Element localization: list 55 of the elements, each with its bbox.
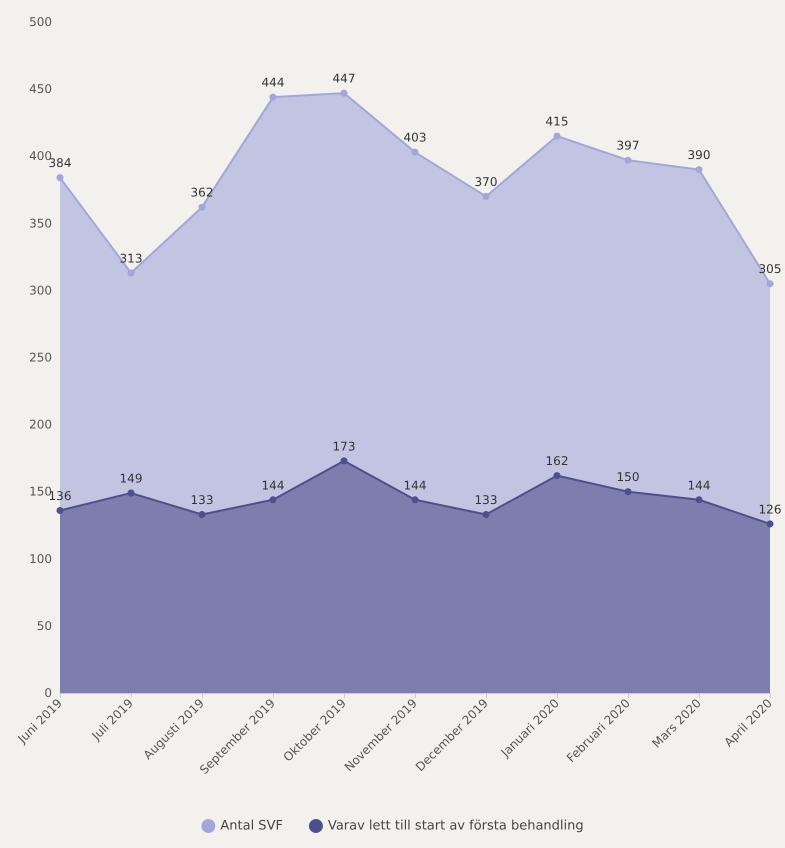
- data-label: 144: [404, 478, 426, 492]
- data-label: 173: [332, 439, 356, 454]
- y-tick-label: 0: [44, 686, 52, 700]
- data-label: 305: [758, 262, 782, 276]
- data-label: 133: [474, 493, 498, 508]
- point: [198, 204, 206, 211]
- data-label: 447: [332, 72, 356, 86]
- data-label: 133: [190, 493, 214, 508]
- y-tick-label: 50: [36, 618, 52, 633]
- point: [340, 457, 348, 464]
- legend-label: Varav lett till start av första behandling: [328, 818, 584, 834]
- y-tick-label: 300: [29, 283, 52, 298]
- data-label: 390: [688, 148, 710, 162]
- point: [766, 520, 774, 528]
- data-label: 370: [474, 174, 498, 189]
- point: [624, 156, 632, 164]
- point: [340, 90, 348, 97]
- data-label: 150: [616, 470, 640, 484]
- point: [270, 496, 276, 504]
- point: [198, 511, 206, 518]
- data-label: 397: [616, 138, 640, 153]
- point: [56, 506, 64, 514]
- data-label: 415: [546, 114, 568, 129]
- point: [554, 132, 560, 140]
- data-label: 144: [688, 478, 710, 492]
- data-label: 144: [262, 478, 284, 492]
- data-label: 313: [120, 251, 142, 266]
- y-tick-label: 100: [29, 552, 52, 566]
- data-label: 362: [190, 186, 214, 200]
- point: [696, 496, 702, 504]
- point: [412, 148, 418, 156]
- point: [56, 174, 64, 182]
- y-tick-label: 150: [29, 484, 52, 499]
- y-tick-label: 400: [29, 149, 52, 164]
- point: [766, 280, 774, 288]
- point: [696, 166, 702, 174]
- data-label: 162: [546, 454, 568, 468]
- data-label: 126: [758, 502, 782, 516]
- y-tick-label: 450: [29, 82, 52, 96]
- point: [482, 511, 490, 518]
- point: [554, 472, 560, 480]
- y-tick-label: 200: [29, 418, 52, 432]
- data-label: 444: [262, 76, 284, 90]
- point: [270, 94, 276, 101]
- data-label: 149: [120, 472, 142, 486]
- legend-label: Antal SVF: [220, 818, 283, 834]
- y-tick-label: 250: [29, 350, 52, 364]
- y-tick-label: 500: [29, 15, 52, 29]
- point: [412, 496, 418, 504]
- point: [482, 192, 490, 200]
- point: [128, 490, 134, 497]
- data-label: 403: [404, 130, 426, 145]
- y-tick-label: 350: [29, 216, 52, 230]
- point: [128, 269, 134, 276]
- point: [624, 488, 632, 496]
